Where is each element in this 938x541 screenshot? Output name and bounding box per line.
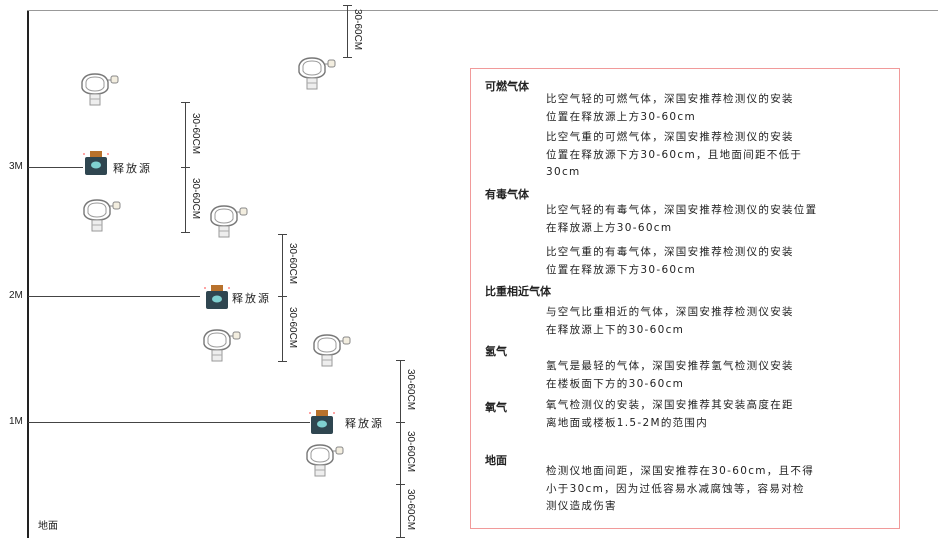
section-title: 可燃气体 — [485, 80, 529, 93]
dimension-tick — [343, 57, 352, 58]
dimension-line — [282, 234, 283, 296]
gas-detector-icon — [303, 443, 345, 481]
dimension-label: 30-60CM — [287, 243, 298, 285]
dimension-tick — [396, 360, 405, 361]
info-panel: 可燃气体 比空气轻的可燃气体，深国安推荐检测仪的安装 位置在释放源上方30-60c… — [470, 68, 900, 529]
gas-detector-icon — [310, 333, 352, 371]
release-source-icon — [83, 150, 109, 180]
dimension-tick — [396, 422, 405, 423]
release-source-icon — [309, 409, 335, 439]
section-title: 地面 — [485, 454, 507, 467]
gas-detector-icon — [200, 328, 242, 366]
section-title: 比重相近气体 — [485, 285, 551, 298]
dimension-line — [185, 167, 186, 232]
dimension-tick — [181, 167, 190, 168]
dimension-tick — [396, 537, 405, 538]
dimension-tick — [396, 484, 405, 485]
paragraph: 氧气检测仪的安装，深国安推荐其安装高度在距 离地面或楼板1.5-2M的范围内 — [546, 399, 794, 429]
paragraph: 氢气是最轻的气体，深国安推荐氢气检测仪安装 在楼板面下方的30-60cm — [546, 360, 794, 390]
dimension-label: 30-60CM — [190, 112, 201, 154]
section-title: 氢气 — [485, 345, 507, 358]
dimension-label: 30-60CM — [405, 431, 416, 473]
gas-detector-icon — [295, 56, 337, 94]
level-line-1m — [28, 422, 310, 423]
gas-detector-icon — [207, 204, 249, 242]
dimension-line — [185, 102, 186, 167]
paragraph: 检测仪地面间距，深国安推荐在30-60cm，且不得 小于30cm，因为过低容易水减… — [546, 465, 815, 512]
release-source-label: 释放源 — [345, 417, 384, 430]
paragraph: 比空气重的可燃气体，深国安推荐检测仪的安装 位置在释放源下方30-60cm，且地面… — [546, 131, 803, 178]
dimension-tick — [181, 102, 190, 103]
paragraph: 比空气重的有毒气体，深国安推荐检测仪的安装 位置在释放源下方30-60cm — [546, 246, 794, 276]
level-label-2m: 2M — [9, 290, 23, 301]
gas-detector-icon — [80, 198, 122, 236]
dimension-tick — [278, 296, 287, 297]
release-source-label: 释放源 — [113, 162, 152, 175]
ceiling-line — [27, 10, 938, 11]
release-source-icon — [204, 284, 230, 314]
dimension-tick — [181, 232, 190, 233]
dimension-line — [347, 5, 348, 57]
wall-line — [27, 10, 29, 538]
dimension-label: 30-60CM — [190, 177, 201, 219]
dimension-tick — [278, 234, 287, 235]
dimension-label: 30-60CM — [405, 369, 416, 411]
gas-detector-icon — [78, 72, 120, 110]
dimension-tick — [278, 361, 287, 362]
section-title: 有毒气体 — [485, 188, 529, 201]
level-label-3m: 3M — [9, 161, 23, 172]
dimension-label: 30-60CM — [287, 306, 298, 348]
paragraph: 比空气轻的可燃气体，深国安推荐检测仪的安装 位置在释放源上方30-60cm — [546, 93, 794, 123]
paragraph: 比空气轻的有毒气体，深国安推荐检测仪的安装位置 在释放源上方30-60cm — [546, 204, 818, 234]
dimension-label: 30-60CM — [405, 488, 416, 530]
dimension-line — [400, 422, 401, 484]
dimension-label: 30-60CM — [352, 9, 363, 51]
section-title: 氧气 — [485, 401, 507, 414]
level-line-2m — [28, 296, 200, 297]
level-label-1m: 1M — [9, 416, 23, 427]
dimension-line — [400, 484, 401, 537]
level-line-3m — [28, 167, 83, 168]
floor-label: 地面 — [38, 521, 58, 532]
release-source-label: 释放源 — [232, 292, 271, 305]
dimension-line — [282, 296, 283, 361]
dimension-line — [400, 360, 401, 422]
paragraph: 与空气比重相近的气体，深国安推荐检测仪安装 在释放源上下的30-60cm — [546, 306, 794, 336]
dimension-tick — [343, 5, 352, 6]
